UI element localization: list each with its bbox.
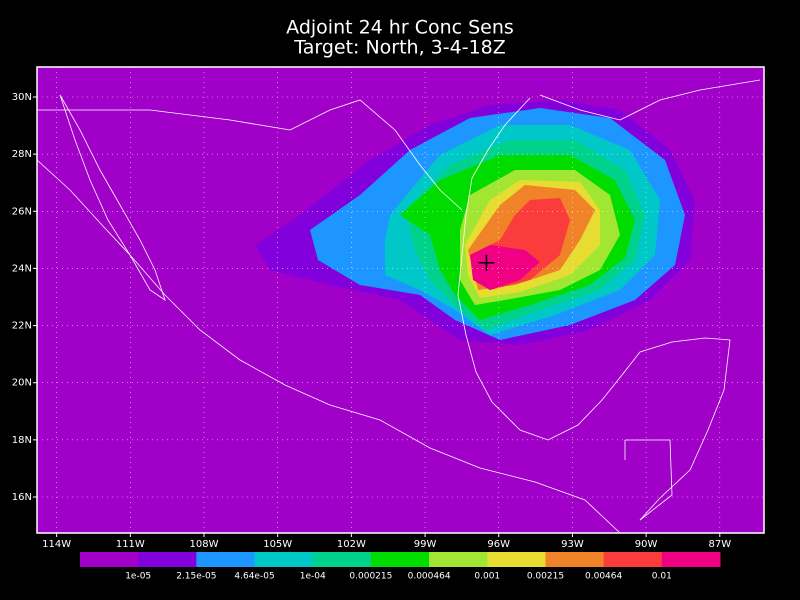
colorbar-label: 0.001 <box>474 572 500 582</box>
colorbar-label: 0.000215 <box>349 572 392 582</box>
coastline <box>59 94 166 301</box>
colorbar-swatch <box>138 552 197 567</box>
subtitle: Target: North, 3-4-18Z <box>293 37 506 59</box>
colorbar-swatch <box>429 552 488 567</box>
y-tick-label: 26N <box>12 206 32 217</box>
colorbar-label: 0.000464 <box>408 572 451 582</box>
colorbar-swatch <box>80 552 139 567</box>
x-tick-label: 90W <box>635 539 658 550</box>
y-tick-label: 22N <box>12 321 32 332</box>
y-tick-label: 28N <box>12 149 32 160</box>
colorbar-label: 2.15e-05 <box>176 572 216 582</box>
y-tick-label: 24N <box>12 263 32 274</box>
border <box>539 79 761 121</box>
y-tick-label: 30N <box>12 92 32 103</box>
y-tick-label: 16N <box>12 492 32 503</box>
colorbar-label: 0.00215 <box>527 572 564 582</box>
plot-frame <box>36 66 765 534</box>
x-tick-label: 102W <box>337 539 366 550</box>
border <box>37 99 463 211</box>
colorbar-label: 0.00464 <box>585 572 622 582</box>
colorbar-swatch <box>661 552 721 567</box>
target-marker <box>478 254 495 271</box>
y-tick-label: 18N <box>12 435 32 446</box>
colorbar: 1e-05 2.15e-05 4.64e-05 1e-04 0.000215 0.0004… <box>80 552 721 582</box>
colorbar-label: 4.64e-05 <box>234 572 274 582</box>
title: Adjoint 24 hr Conc Sens <box>286 17 514 39</box>
colorbar-swatch <box>312 552 372 567</box>
coastlines <box>36 79 761 534</box>
colorbar-label: 0.01 <box>652 572 672 582</box>
x-tick-label: 114W <box>42 539 71 550</box>
axes: 114W 111W 108W 105W 102W 99W 96W 93W 90W 87W 16N 18… <box>12 67 764 550</box>
colorbar-label: 1e-04 <box>300 572 326 582</box>
contour-band <box>470 245 540 290</box>
colorbar-swatch <box>545 552 605 567</box>
plot-area <box>37 67 764 533</box>
x-tick-label: 111W <box>116 539 145 550</box>
colorbar-swatch <box>370 552 430 567</box>
x-tick-label: 108W <box>190 539 219 550</box>
colorbar-swatch <box>254 552 314 567</box>
coastline <box>457 97 731 521</box>
colorbar-swatch <box>196 552 256 567</box>
x-tick-label: 105W <box>263 539 292 550</box>
x-tick-label: 96W <box>487 539 510 550</box>
x-tick-label: 93W <box>561 539 584 550</box>
colorbar-swatch <box>487 552 546 567</box>
colorbar-label: 1e-05 <box>125 572 151 582</box>
x-tick-label: 87W <box>708 539 731 550</box>
colorbar-swatch <box>603 552 663 567</box>
y-tick-label: 20N <box>12 378 32 389</box>
x-tick-label: 99W <box>414 539 437 550</box>
coastline <box>36 159 621 534</box>
